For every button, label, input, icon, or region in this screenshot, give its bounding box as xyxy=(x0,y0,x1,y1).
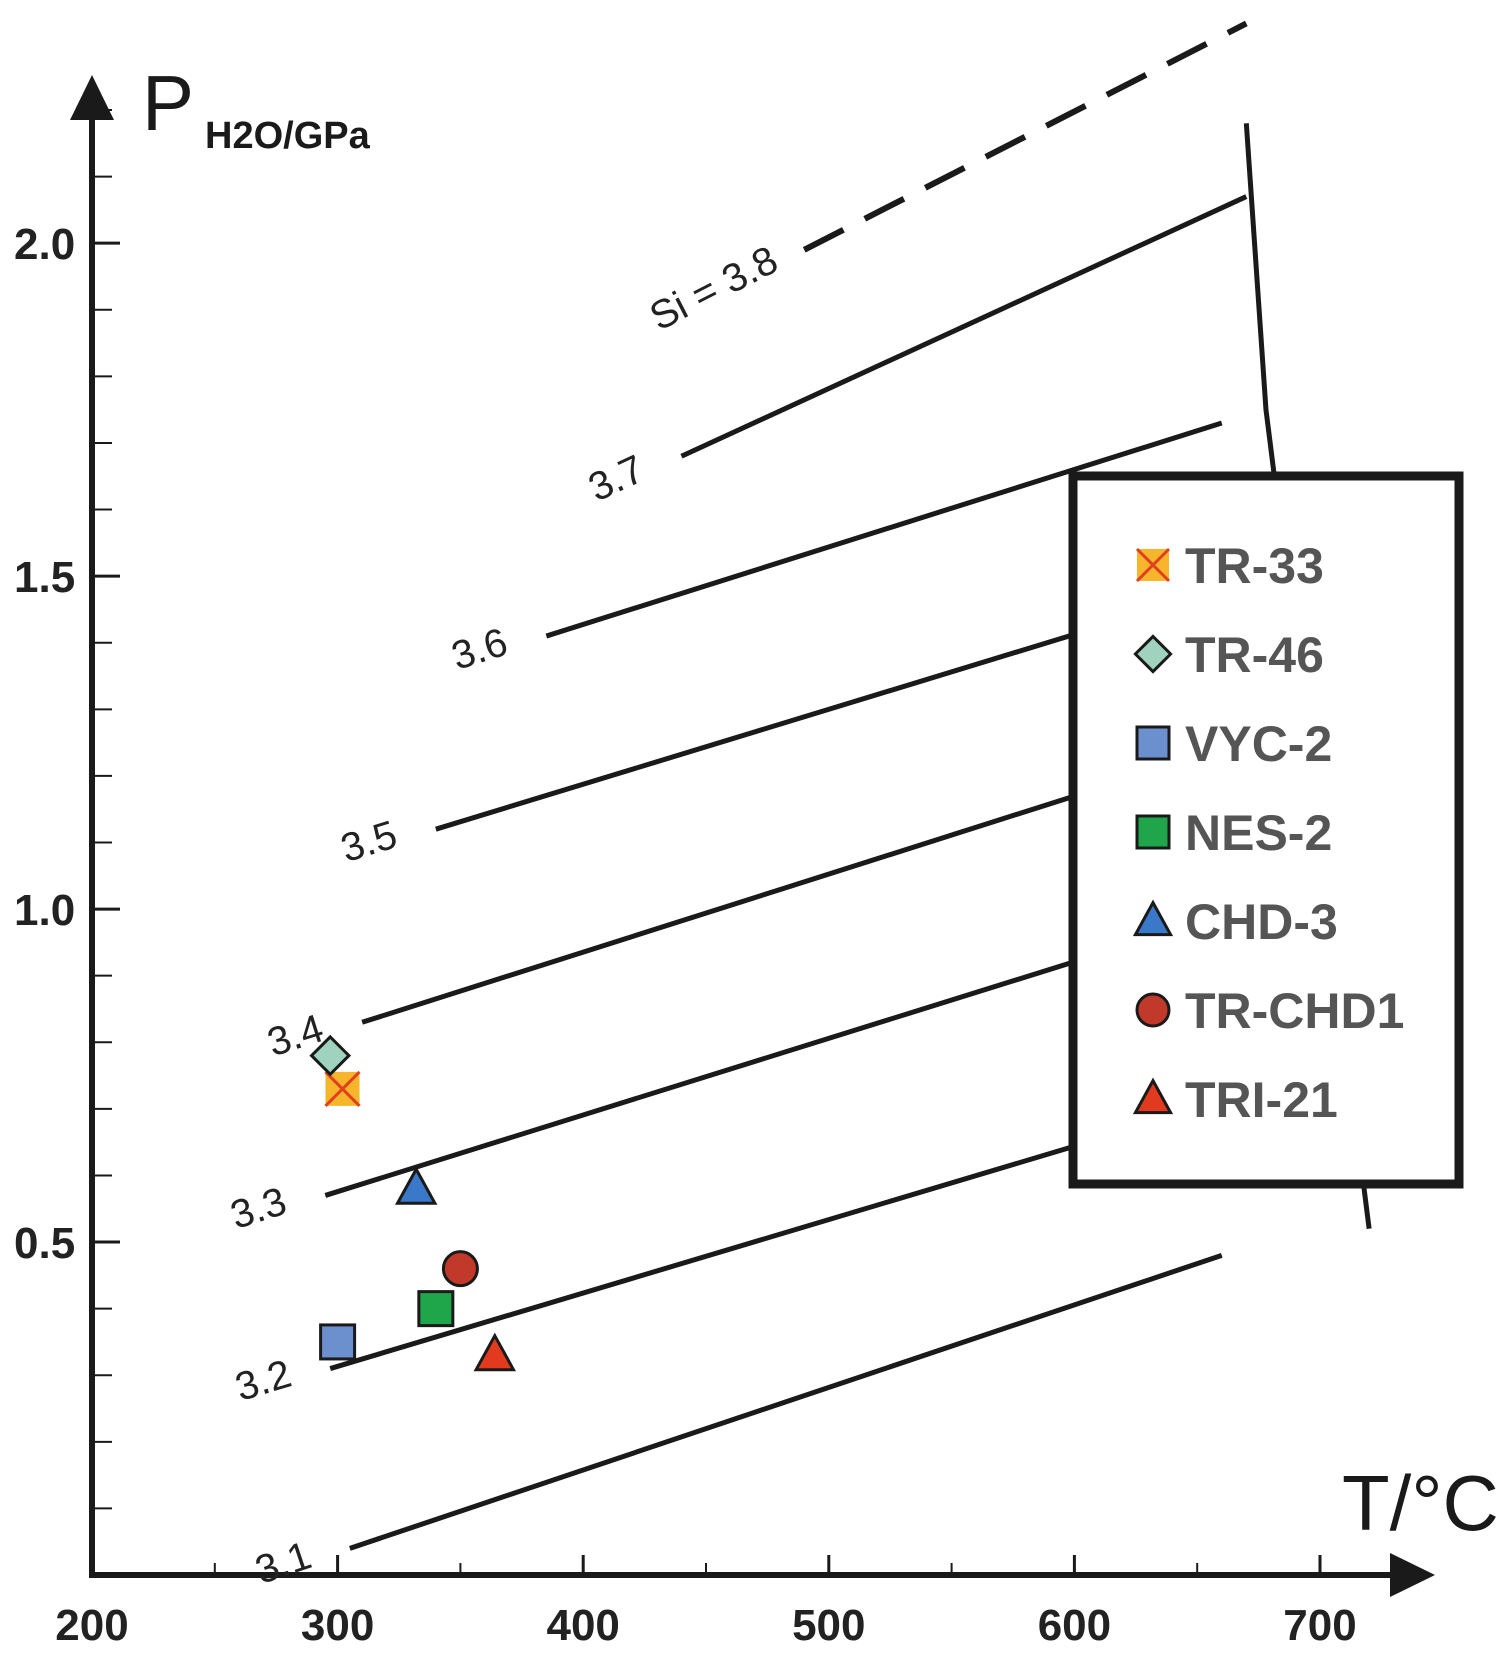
x-axis-arrow xyxy=(1390,1553,1435,1597)
data-point-tri-21 xyxy=(473,1332,517,1372)
legend-marker-tr-33 xyxy=(1135,547,1171,583)
x-tick-label: 500 xyxy=(792,1601,865,1650)
y-tick-label: 1.5 xyxy=(14,553,75,602)
y-axis-title: P xyxy=(142,59,194,147)
legend: TR-33 TR-46 VYC-2 NES-2 CHD-3 TR-CHD1 TRI-21 xyxy=(1068,471,1464,1189)
data-point-vyc-2 xyxy=(319,1323,357,1361)
legend-marker-tri-21 xyxy=(1132,1077,1174,1115)
ticks: 200 300 400 500 600 700 0.5 1.0 1.5 2.0 xyxy=(14,109,1357,1650)
isopleth-label: 3.7 xyxy=(582,447,651,510)
y-axis-subtitle: H2O/GPa xyxy=(205,115,371,157)
isopleth-label: 3.6 xyxy=(446,620,512,679)
legend-label: NES-2 xyxy=(1185,805,1332,861)
data-markers xyxy=(309,1034,517,1372)
data-point-tr-46 xyxy=(309,1034,352,1077)
legend-marker-nes-2 xyxy=(1135,814,1171,850)
data-point-nes-2 xyxy=(417,1290,455,1328)
y-tick-label: 0.5 xyxy=(14,1219,75,1268)
data-point-chd-3 xyxy=(394,1166,438,1205)
data-point-nes-2 xyxy=(417,1290,455,1328)
isopleth-label: 3.3 xyxy=(225,1179,291,1238)
isopleth-line xyxy=(545,420,1223,639)
isopleth-line xyxy=(349,1252,1223,1551)
data-point-tr-33 xyxy=(324,1070,361,1107)
legend-marker-vyc-2 xyxy=(1135,725,1171,761)
x-tick-label: 400 xyxy=(546,1601,619,1650)
y-tick-label: 2.0 xyxy=(14,220,75,269)
legend-label: TRI-21 xyxy=(1185,1072,1338,1128)
legend-marker-chd-3 xyxy=(1132,899,1174,937)
legend-label: VYC-2 xyxy=(1185,716,1332,772)
isopleth-line xyxy=(802,20,1248,253)
data-point-vyc-2 xyxy=(319,1323,357,1361)
y-axis-arrow xyxy=(70,75,114,120)
x-tick-label: 600 xyxy=(1038,1601,1111,1650)
isopleth-label: Si = 3.8 xyxy=(643,238,785,340)
x-tick-label: 300 xyxy=(301,1601,374,1650)
isopleth-line xyxy=(680,194,1248,459)
legend-marker-tr-46 xyxy=(1133,634,1173,674)
legend-label: TR-33 xyxy=(1185,538,1324,594)
legend-label: TR-46 xyxy=(1185,627,1324,683)
legend-label: CHD-3 xyxy=(1185,894,1338,950)
isopleth-label: 3.5 xyxy=(336,813,402,871)
isopleth-label: 3.2 xyxy=(230,1352,296,1410)
x-tick-label: 200 xyxy=(55,1601,128,1650)
legend-marker-tr-chd1 xyxy=(1135,992,1171,1028)
x-axis-title: T/°C xyxy=(1342,1459,1499,1547)
legend-marker-vyc-2 xyxy=(1135,725,1171,761)
legend-marker-nes-2 xyxy=(1135,814,1171,850)
x-tick-label: 700 xyxy=(1283,1601,1356,1650)
isopleth-label: 3.1 xyxy=(250,1533,317,1592)
legend-label: TR-CHD1 xyxy=(1185,983,1404,1039)
y-tick-label: 1.0 xyxy=(14,886,75,935)
data-point-tr-chd1 xyxy=(441,1250,479,1288)
